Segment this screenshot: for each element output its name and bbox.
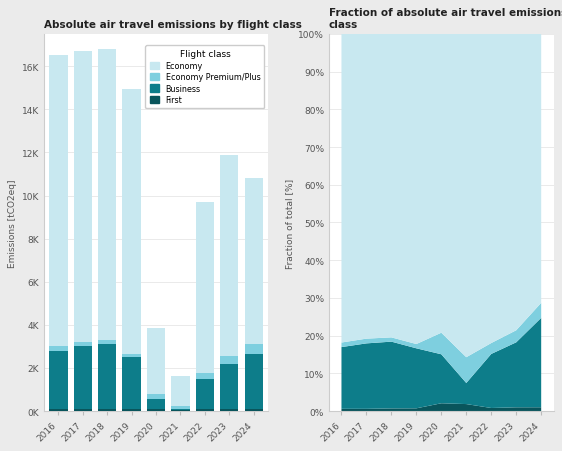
- Bar: [196, 380, 214, 410]
- Bar: [49, 56, 67, 347]
- Y-axis label: Emissions [tCO2eq]: Emissions [tCO2eq]: [8, 179, 17, 267]
- Bar: [147, 328, 165, 394]
- Bar: [244, 179, 263, 345]
- Bar: [49, 409, 67, 411]
- Bar: [220, 364, 238, 409]
- Bar: [244, 409, 263, 411]
- Bar: [74, 409, 92, 411]
- Y-axis label: Fraction of total [%]: Fraction of total [%]: [285, 178, 294, 268]
- Bar: [220, 155, 238, 356]
- Bar: [147, 394, 165, 399]
- Bar: [220, 409, 238, 411]
- Bar: [196, 373, 214, 380]
- Bar: [147, 410, 165, 411]
- Legend: Economy, Economy Premium/Plus, Business, First: Economy, Economy Premium/Plus, Business,…: [146, 46, 264, 109]
- Bar: [98, 50, 116, 341]
- Bar: [220, 356, 238, 364]
- Bar: [123, 358, 141, 409]
- Bar: [171, 409, 189, 410]
- Bar: [244, 345, 263, 354]
- Bar: [49, 351, 67, 409]
- Bar: [74, 52, 92, 342]
- Bar: [98, 409, 116, 411]
- Text: Fraction of absolute air travel emissions by flight
class: Fraction of absolute air travel emission…: [329, 8, 562, 30]
- Bar: [74, 342, 92, 347]
- Bar: [49, 347, 67, 351]
- Bar: [171, 377, 189, 406]
- Text: Absolute air travel emissions by flight class: Absolute air travel emissions by flight …: [44, 20, 302, 30]
- Bar: [147, 399, 165, 410]
- Bar: [74, 347, 92, 409]
- Bar: [98, 341, 116, 345]
- Bar: [196, 202, 214, 373]
- Bar: [171, 406, 189, 409]
- Bar: [98, 345, 116, 409]
- Bar: [123, 89, 141, 354]
- Bar: [244, 354, 263, 409]
- Bar: [123, 409, 141, 411]
- Bar: [123, 354, 141, 358]
- Bar: [196, 410, 214, 411]
- Bar: [171, 410, 189, 411]
